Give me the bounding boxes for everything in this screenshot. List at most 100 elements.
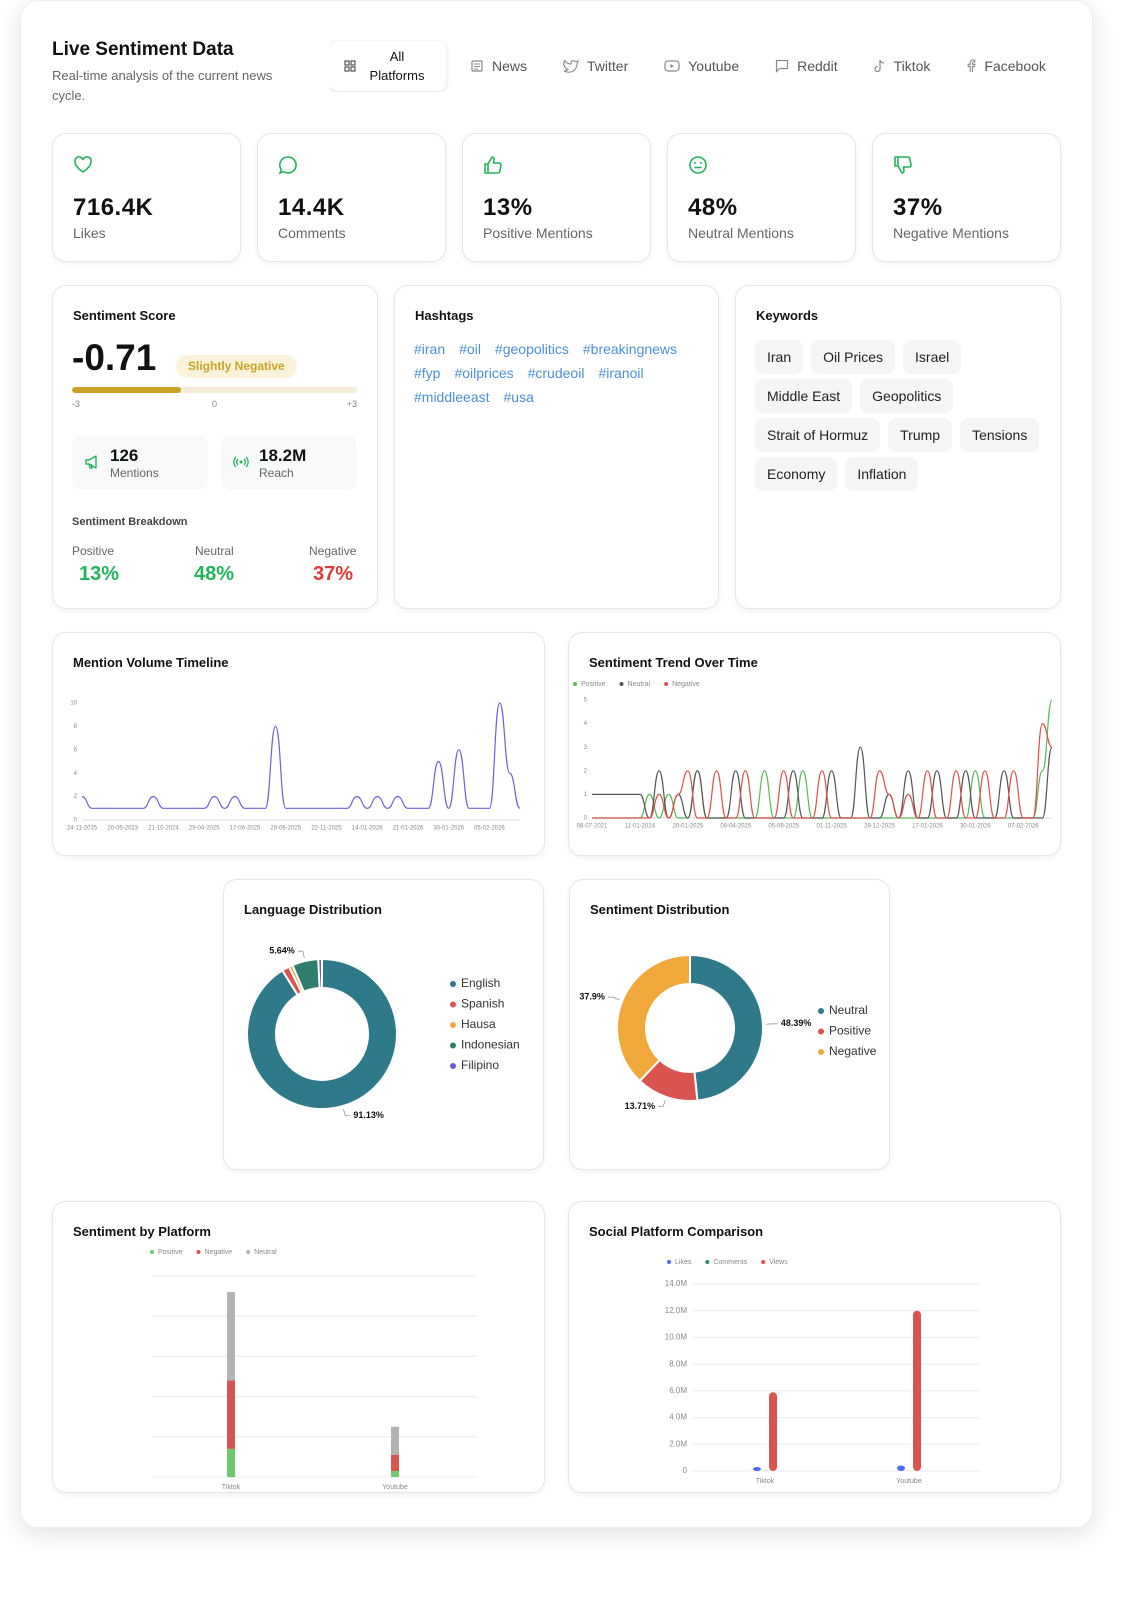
- legend-label: Negative: [829, 1044, 877, 1058]
- mentions-label: Mentions: [110, 466, 159, 480]
- x-tick-label: Tiktok: [222, 1484, 241, 1491]
- stat-card: 37% Negative Mentions: [872, 133, 1061, 262]
- bar: [769, 1392, 777, 1471]
- stat-value: 48%: [688, 194, 738, 221]
- legend-marker: [573, 682, 577, 686]
- mentions-box: 126 Mentions: [72, 435, 208, 490]
- legend-marker: [450, 1042, 456, 1049]
- legend-marker: [705, 1260, 710, 1264]
- breakdown-value: 48%: [194, 563, 235, 585]
- tab[interactable]: All Platforms: [330, 41, 446, 91]
- bar-segment: [391, 1454, 399, 1471]
- x-tick-label: 21-01-2026: [393, 826, 424, 832]
- chart: 91.13% 5.64% English Spanish Hausa Indonesian…: [246, 946, 520, 1120]
- x-tick-label: 24-11-2015: [67, 826, 98, 832]
- x-tick-label: 30-01-2026: [433, 826, 464, 832]
- bar-segment: [391, 1470, 399, 1477]
- x-tick-label: 20-05-2023: [107, 826, 138, 832]
- y-tick-label: 12.0M: [665, 1306, 688, 1315]
- keyword-chip: Strait of Hormuz: [755, 418, 881, 452]
- y-tick-label: 10.0M: [665, 1333, 688, 1342]
- y-tick-label: 4: [74, 771, 78, 777]
- stat-label: Neutral Mentions: [688, 225, 794, 241]
- y-tick-label: 6.0M: [669, 1386, 687, 1395]
- scale-label: +3: [346, 399, 357, 409]
- x-tick-label: 29-04-2025: [189, 826, 220, 832]
- keyword-chip: Inflation: [845, 457, 919, 491]
- x-tick-label: 20-01-2025: [672, 824, 703, 830]
- y-tick-label: 8.0M: [669, 1359, 687, 1368]
- hashtag: #geopolitics: [494, 341, 569, 357]
- label-leader: [607, 996, 620, 1001]
- legend-marker: [450, 1001, 456, 1008]
- tab[interactable]: Reddit: [775, 58, 838, 74]
- x-tick-label: 17-06-2025: [230, 826, 261, 832]
- donut-slice: [246, 957, 398, 1110]
- chart: 0 1 2 3 4 5 08-07-2021 11-01-2024 20-01-2025 08-0…: [573, 681, 1053, 830]
- reach-label: Reach: [259, 466, 294, 480]
- sentiment-badge: Slightly Negative: [176, 355, 297, 378]
- bar-segment: [227, 1292, 235, 1381]
- chart-title: Sentiment Distribution: [590, 902, 730, 917]
- score-track: [72, 387, 357, 393]
- legend-label: Filipino: [461, 1058, 499, 1072]
- line: [592, 722, 1053, 819]
- stat-card: 13% Positive Mentions: [462, 133, 651, 262]
- data-label: 91.13%: [353, 1110, 384, 1120]
- x-tick-label: Tiktok: [756, 1478, 775, 1485]
- card-title: Keywords: [756, 308, 819, 323]
- bar: [897, 1465, 905, 1471]
- x-tick-label: 21-10-2024: [148, 826, 179, 832]
- legend-label: Neutral: [628, 681, 651, 688]
- legend-label: Negative: [672, 681, 700, 688]
- tab[interactable]: Youtube: [664, 58, 739, 74]
- chart: 0 2.0M 4.0M 6.0M 8.0M 10.0M 12.0M 14.0M Tiktok Yo…: [665, 1259, 980, 1485]
- legend-label: Positive: [829, 1024, 871, 1038]
- x-tick-label: 28-06-2025: [270, 826, 301, 832]
- tab[interactable]: Twitter: [563, 58, 628, 74]
- x-tick-label: Youtube: [382, 1484, 408, 1491]
- stat-card: 716.4K Likes: [52, 133, 241, 262]
- chart-title: Mention Volume Timeline: [73, 655, 229, 670]
- stat-card: 48% Neutral Mentions: [667, 133, 856, 262]
- x-tick-label: 30-01-2026: [960, 824, 991, 830]
- x-tick-label: 11-01-2024: [625, 824, 656, 830]
- legend-label: Positive: [581, 681, 606, 688]
- tab-label: Reddit: [797, 58, 838, 74]
- x-tick-label: Youtube: [896, 1478, 922, 1485]
- legend-marker: [450, 1063, 456, 1069]
- tab[interactable]: News: [470, 58, 527, 74]
- breakdown-value: 37%: [313, 563, 354, 585]
- breakdown-label: Neutral: [195, 544, 234, 558]
- stat-label: Positive Mentions: [483, 225, 593, 241]
- keyword-chip: Tensions: [960, 418, 1040, 452]
- tab[interactable]: Tiktok: [874, 58, 930, 74]
- y-tick-label: 0: [74, 818, 78, 824]
- x-tick-label: 29-12-2025: [864, 824, 895, 830]
- tab[interactable]: Facebook: [966, 58, 1046, 74]
- hashtag: #oilprices: [454, 365, 514, 381]
- chart-title: Sentiment by Platform: [73, 1224, 211, 1239]
- keyword-chip: Israel: [903, 340, 962, 374]
- x-tick-label: 22-11-2025: [311, 826, 342, 832]
- stat-value: 716.4K: [73, 194, 154, 221]
- legend-marker: [818, 1028, 824, 1035]
- donut-slice: [616, 953, 691, 1083]
- stat-value: 13%: [483, 194, 533, 221]
- stat-value: 14.4K: [278, 194, 345, 221]
- score-bar: [72, 387, 181, 393]
- legend-label: Positive: [158, 1249, 183, 1256]
- legend-label: Likes: [675, 1259, 692, 1266]
- legend-label: Views: [769, 1259, 788, 1266]
- chart-card: Sentiment by Platform: [52, 1201, 545, 1493]
- page-title: Live Sentiment Data: [52, 39, 234, 60]
- x-tick-label: 07-02-2026: [1008, 824, 1039, 830]
- chart-card: Sentiment Trend Over Time: [568, 632, 1061, 856]
- hashtags-card: Hashtags: [394, 285, 719, 609]
- chart: 0 2 4 6 8 10 24-11-2015 20-05-2023 21-10-2024 29-…: [67, 701, 521, 832]
- legend-label: Neutral: [829, 1003, 868, 1017]
- keyword-list: Iran Oil Prices Israel Middle East Geopoliti…: [755, 340, 1060, 491]
- mentions-value: 126: [110, 446, 139, 465]
- chart-title: Language Distribution: [244, 902, 382, 917]
- y-tick-label: 5: [584, 698, 588, 704]
